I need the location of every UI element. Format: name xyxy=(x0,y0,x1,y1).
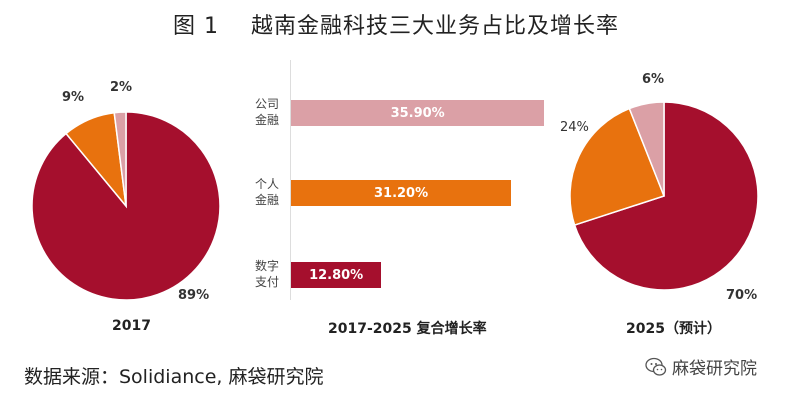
bar-row-corporate: 公司 金融 35.90% xyxy=(250,96,550,128)
pie-2017-label-digital: 89% xyxy=(178,288,210,303)
growth-bar-panel: 公司 金融 35.90% 个人 金融 31.20% 数字 支付 12.80% 2… xyxy=(250,60,550,340)
bar-chart-caption: 2017-2025 复合增长率 xyxy=(328,321,487,337)
bar-category-corporate: 公司 金融 xyxy=(254,97,279,127)
pie-2025-slice-digital xyxy=(573,101,759,291)
pie-2025-caption: 2025（预计） xyxy=(626,321,721,337)
bar-value-digital: 12.80% xyxy=(309,267,364,283)
bar-category-digital: 数字 支付 xyxy=(254,259,279,289)
pie-2025-label-corporate: 6% xyxy=(642,72,665,87)
watermark-text: 麻袋研究院 xyxy=(672,359,757,379)
bar-value-corporate: 35.90% xyxy=(390,105,445,121)
pie-2025-slice-corporate xyxy=(628,101,665,197)
bar-row-digital: 数字 支付 12.80% xyxy=(250,258,550,290)
pie-2025-label-personal: 24% xyxy=(560,120,589,135)
pie-2017 xyxy=(31,111,221,301)
pie-2025-label-digital: 70% xyxy=(726,288,758,303)
bar-digital: 12.80% xyxy=(291,262,382,288)
data-source: 数据来源：Solidiance, 麻袋研究院 xyxy=(24,366,324,388)
pie-2017-label-personal: 9% xyxy=(62,90,85,105)
pie-2025-panel: 6% 24% 70% 2025（预计） xyxy=(540,60,792,340)
pie-2017-label-corporate: 2% xyxy=(110,80,133,95)
pie-2017-slice-corporate xyxy=(113,111,127,207)
pie-2017-caption: 2017 xyxy=(112,318,151,334)
bar-corporate: 35.90% xyxy=(291,100,545,126)
title-text: 越南金融科技三大业务占比及增长率 xyxy=(250,14,619,39)
watermark: 麻袋研究院 xyxy=(644,354,757,379)
pie-2017-panel: 9% 2% 89% 2017 xyxy=(0,60,260,340)
figure-number: 图 1 xyxy=(172,14,219,39)
bar-value-personal: 31.20% xyxy=(373,185,429,201)
chart-title: 图 1 越南金融科技三大业务占比及增长率 xyxy=(0,8,792,40)
wechat-icon xyxy=(645,357,667,376)
bar-category-personal: 个人 金融 xyxy=(254,177,279,207)
bar-personal: 31.20% xyxy=(291,180,512,206)
pie-2025 xyxy=(569,101,759,291)
bar-row-personal: 个人 金融 31.20% xyxy=(250,176,550,208)
bar-axis-line xyxy=(290,60,291,300)
